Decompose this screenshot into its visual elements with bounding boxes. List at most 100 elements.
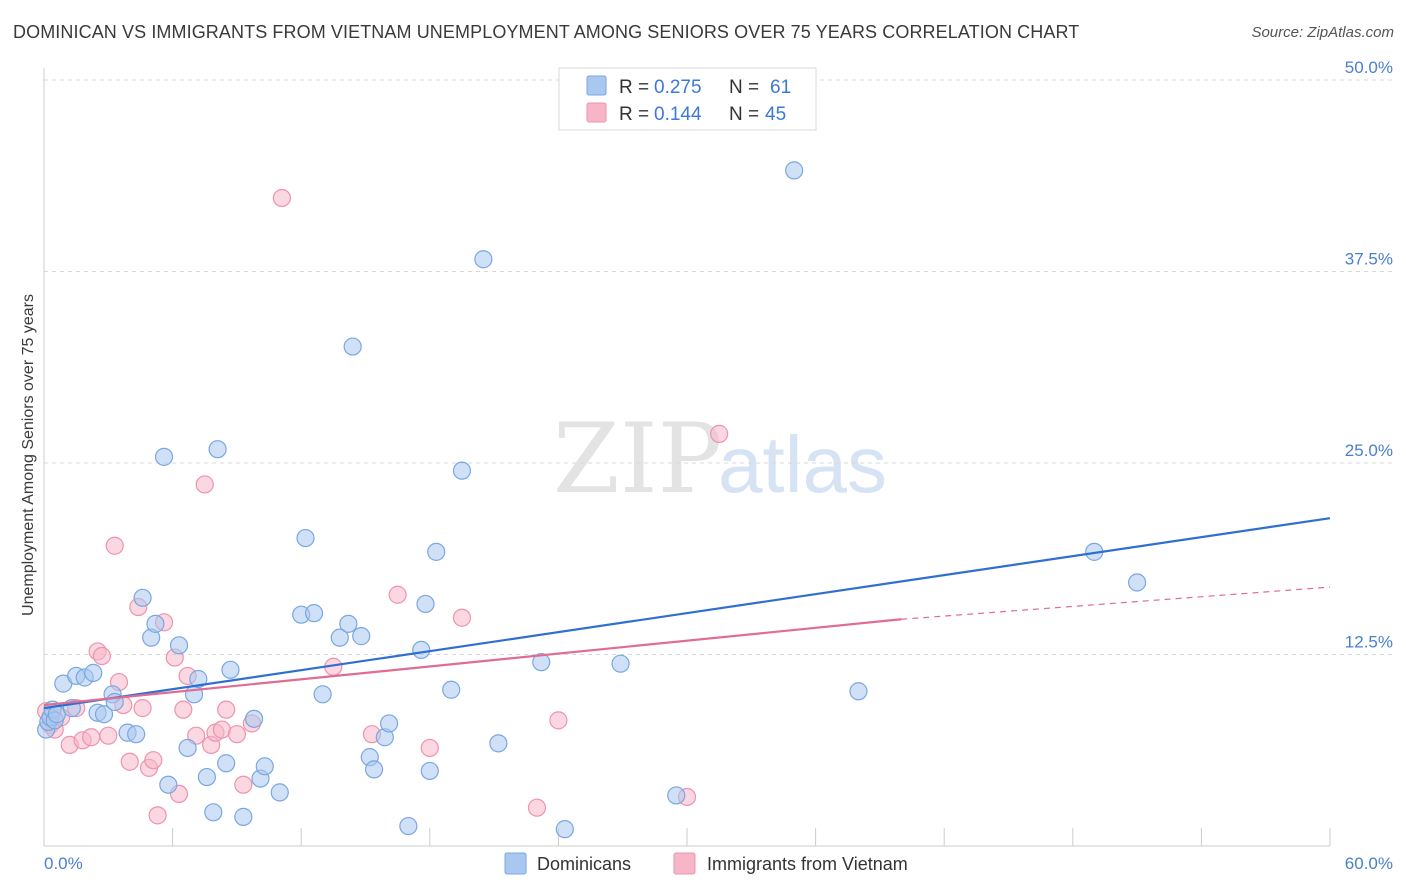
dominican-point-62 (849, 682, 868, 701)
dominican-point-42 (343, 337, 362, 356)
dominican-point-21 (159, 775, 178, 794)
vietnam-point-19 (148, 806, 167, 825)
dominican-point-56 (489, 734, 508, 753)
dominican-point-53 (442, 680, 461, 699)
vietnam-point-14 (120, 752, 139, 771)
vietnam-point-18 (144, 751, 163, 770)
legend-r-value-2: 0.144 (654, 104, 702, 125)
vietnam-point-38 (420, 738, 439, 758)
chart-title: DOMINICAN VS IMMIGRANTS FROM VIETNAM UNE… (13, 22, 1080, 42)
dominican-point-17 (133, 588, 152, 607)
dominican-point-23 (178, 738, 197, 758)
y-tick-label-2: 37.5% (1345, 250, 1393, 269)
dominican-point-35 (270, 783, 289, 802)
legend-box: R = 0.275 N = 61 R = 0.144 N = 45 (558, 67, 817, 131)
dominican-point-29 (217, 754, 236, 773)
vietnam-point-40 (527, 798, 547, 817)
dominican-point-28 (208, 440, 227, 459)
dominican-point-58 (555, 820, 574, 839)
bottom-legend-swatch-dominicans (504, 852, 527, 875)
vietnam-point-10 (99, 726, 118, 745)
vietnam-point-31 (227, 725, 246, 744)
dominican-point-16 (127, 725, 146, 744)
dominican-point-20 (154, 447, 174, 466)
dominican-point-32 (244, 709, 264, 728)
bottom-legend-label-vietnam: Immigrants from Vietnam (707, 854, 908, 874)
bottom-legend: Dominicans Immigrants from Vietnam (504, 852, 908, 875)
source-note: Source: ZipAtlas.com (1251, 24, 1394, 41)
dominican-point-51 (420, 761, 439, 781)
vietnam-trend-line (43, 618, 902, 707)
x-ticks (43, 828, 1331, 846)
vietnam-point-29 (212, 720, 231, 739)
dominican-point-37 (296, 528, 315, 548)
vietnam-trend-line-extension (901, 586, 1331, 620)
y-axis-label: Unemployment Among Seniors over 75 years (20, 294, 37, 616)
watermark-atlas: atlas (718, 420, 887, 509)
dominican-point-59 (611, 654, 630, 673)
dominican-point-57 (532, 653, 551, 672)
dominican-point-49 (412, 640, 431, 660)
vietnam-point-7 (82, 728, 101, 747)
dominican-point-48 (399, 816, 418, 836)
vietnam-point-9 (92, 646, 111, 666)
y-tick-label-0: 12.5% (1345, 633, 1393, 652)
vietnam-point-43 (710, 424, 729, 443)
dominican-point-10 (84, 663, 103, 682)
dominican-trend-line (43, 517, 1331, 710)
legend-r-label-1: R = (619, 77, 649, 98)
dominican-point-38 (304, 604, 324, 623)
legend-r-value-1: 0.275 (654, 77, 702, 98)
dominican-point-22 (169, 636, 189, 655)
dominican-point-26 (197, 767, 216, 787)
dominican-point-61 (785, 161, 804, 180)
vietnam-point-41 (549, 711, 568, 730)
dominican-point-43 (352, 627, 371, 646)
vietnam-point-16 (133, 699, 152, 718)
dominican-point-19 (146, 614, 165, 633)
dominican-point-60 (667, 786, 686, 805)
dominican-point-55 (474, 250, 493, 269)
vietnam-point-39 (452, 608, 472, 627)
dominican-point-34 (255, 757, 274, 776)
dominican-point-45 (364, 760, 384, 779)
legend-n-value-2: 45 (765, 104, 786, 125)
bottom-legend-swatch-vietnam (673, 852, 696, 875)
dominican-point-30 (221, 660, 240, 679)
dominican-point-27 (204, 803, 223, 822)
y-tick-labels: 12.5% 25.0% 37.5% 50.0% (1345, 58, 1393, 652)
legend-swatch-dominicans (586, 75, 607, 96)
x-tick-label-min: 0.0% (44, 854, 83, 873)
vietnam-point-37 (388, 585, 407, 604)
dominican-point-54 (452, 461, 472, 480)
dominican-point-31 (234, 807, 253, 826)
vietnam-point-11 (105, 536, 124, 555)
dominican-point-39 (313, 685, 332, 704)
legend-n-label-1: N = (729, 77, 759, 98)
dominican-point-50 (416, 594, 435, 614)
y-tick-label-3: 50.0% (1345, 58, 1393, 77)
dominican-point-52 (427, 542, 446, 561)
legend-n-value-1: 61 (770, 77, 791, 98)
vietnam-point-26 (195, 475, 214, 494)
y-tick-label-1: 25.0% (1345, 441, 1393, 460)
legend-n-label-2: N = (729, 104, 759, 125)
bottom-legend-label-dominicans: Dominicans (537, 854, 631, 874)
series-dominican-points (37, 161, 1147, 839)
dominican-point-12 (94, 705, 114, 724)
legend-swatch-vietnam (586, 102, 607, 123)
legend-r-label-2: R = (619, 104, 649, 125)
dominican-point-40 (330, 628, 349, 647)
vietnam-point-30 (217, 700, 236, 719)
x-tick-label-max: 60.0% (1345, 854, 1393, 873)
vietnam-point-23 (174, 700, 193, 719)
vietnam-point-32 (234, 775, 253, 794)
watermark-zip: ZIP (553, 403, 722, 515)
dominican-point-47 (379, 714, 399, 733)
gridlines (44, 79, 1393, 655)
dominican-point-41 (339, 614, 358, 633)
dominican-point-64 (1127, 573, 1147, 592)
vietnam-point-34 (272, 188, 292, 208)
dominican-point-25 (189, 669, 208, 689)
